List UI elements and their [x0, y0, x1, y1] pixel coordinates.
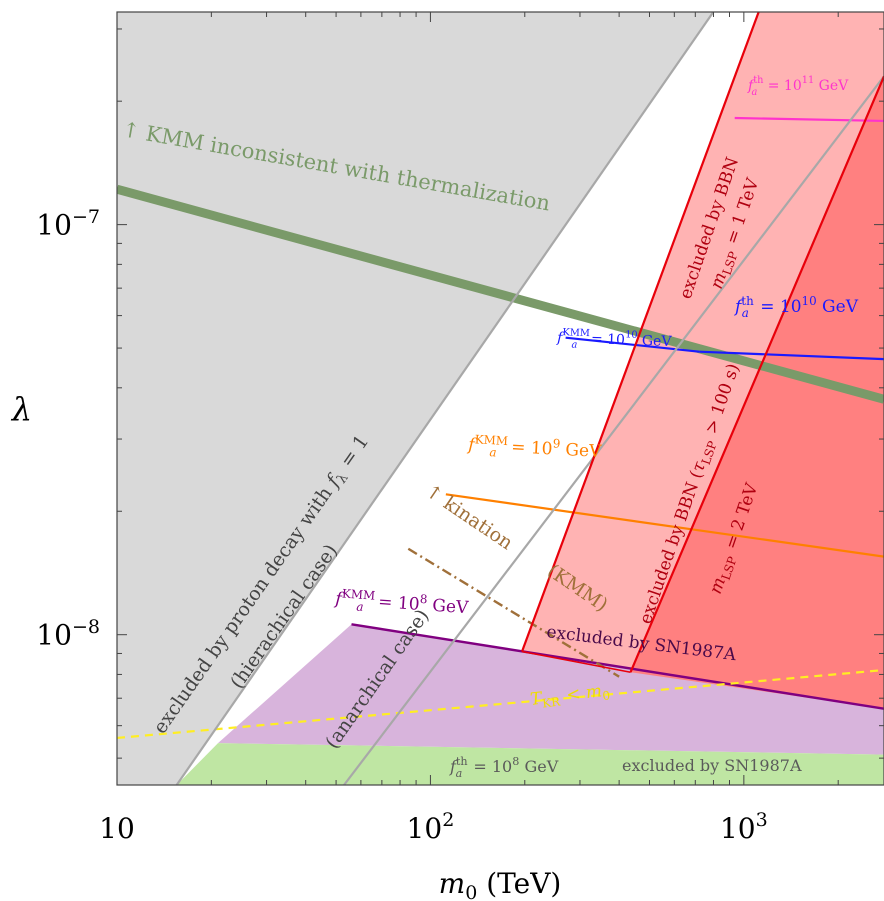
excluded-regions — [117, 12, 884, 785]
line-bbn-1tev-boundary — [520, 12, 760, 652]
x-tick-label: 10 — [99, 812, 135, 845]
fa-th-1e8-label: fth a = 108 GeV — [449, 755, 559, 780]
sn1987a-green-label: excluded by SN1987A — [622, 756, 802, 775]
line-bbn-2tev-boundary — [629, 75, 884, 673]
y-tick-label: 10−8 — [36, 616, 100, 652]
fa-kmm-1e8-label: fKMMa = 108 GeV — [332, 586, 469, 621]
fa-kmm-1e10-label: fKMMa = 1010 GeV — [556, 327, 673, 354]
x-tick-label: 103 — [720, 809, 768, 845]
fa-th-1e11-label: fth a = 1011 GeV — [747, 75, 849, 98]
y-axis-label: λ — [10, 390, 32, 428]
line-f-a-kmm-10-8-gev — [351, 623, 884, 710]
region-sn1987a-green — [176, 743, 884, 785]
fa-th-1e10-label: fth a = 1010 GeV — [733, 294, 859, 320]
x-tick-label: 102 — [407, 809, 455, 845]
line-t-kr-m-0 — [117, 668, 884, 740]
line-f-a-th-10-11-gev — [734, 116, 884, 123]
y-tick-label: 10−7 — [36, 206, 100, 242]
fa-kmm-1e9-label: fKMMa = 109 GeV — [466, 432, 603, 465]
line-proton-decay-boundary-anarchical — [343, 75, 884, 785]
region-proton-decay-hierarchical — [117, 12, 714, 785]
line-kmm — [117, 184, 884, 404]
line-bbn-bottom — [521, 650, 631, 673]
region-bbn-2tev — [630, 76, 884, 709]
x-axis-label: m0 (TeV) — [439, 867, 562, 901]
line-proton-decay-boundary-hierarchical — [175, 12, 715, 785]
line-f-a-kmm-10-9-gev — [445, 493, 884, 558]
region-sn1987a-purple — [218, 624, 884, 755]
constraint-lines — [117, 12, 884, 785]
tick-labels: 10 102 103 10−7 10−8 — [36, 206, 767, 845]
plot-frame — [116, 11, 884, 786]
trh-label: TKR < m0 — [529, 680, 612, 712]
line-f-a-th-10-10-gev — [699, 350, 884, 361]
plot-area — [117, 12, 884, 785]
line-kination-kmm — [407, 547, 620, 678]
axis-ticks — [116, 12, 884, 785]
